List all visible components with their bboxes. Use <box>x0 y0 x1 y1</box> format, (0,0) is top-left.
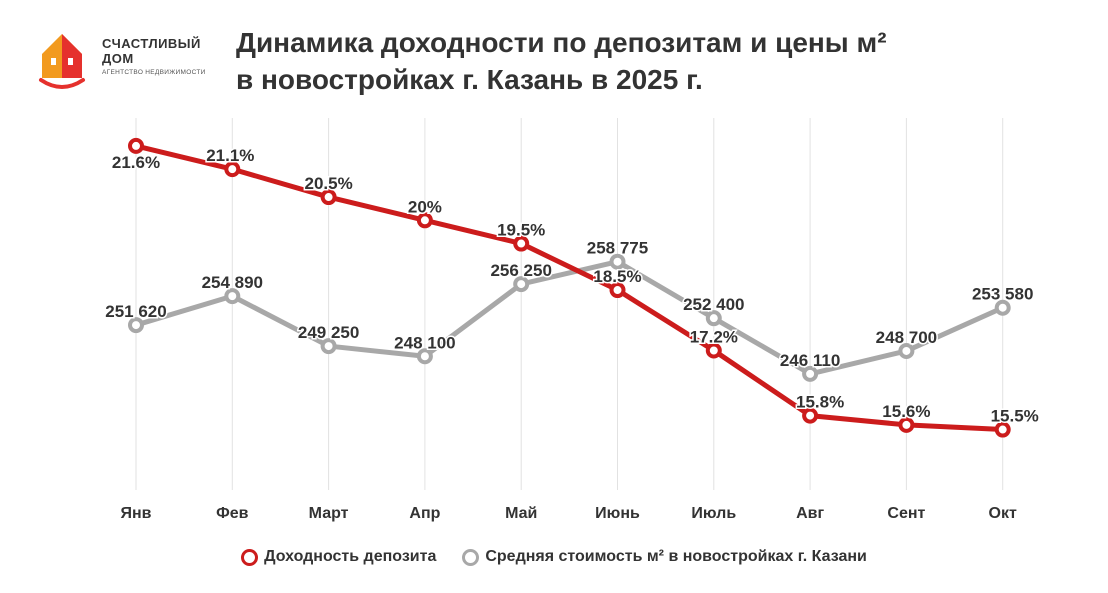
data-label-deposit: 15.5% <box>991 407 1039 426</box>
legend-marker-price <box>462 548 480 566</box>
x-tick-label: Янв <box>121 505 152 522</box>
data-label-price: 252 400 <box>683 295 744 314</box>
data-point-deposit <box>320 189 337 206</box>
logo-tagline: АГЕНТСТВО НЕДВИЖИМОСТИ <box>102 69 206 76</box>
company-logo: СЧАСТЛИВЫЙ ДОМ АГЕНТСТВО НЕДВИЖИМОСТИ <box>38 30 228 94</box>
x-tick-label: Сент <box>887 505 925 522</box>
data-point-price <box>802 365 819 382</box>
data-label-price: 253 580 <box>972 285 1033 304</box>
data-label-deposit: 15.6% <box>882 402 930 421</box>
x-tick-label: Фев <box>216 505 249 522</box>
chart-title: Динамика доходности по депозитам и цены … <box>236 24 996 98</box>
x-tick-label: Апр <box>409 505 440 522</box>
x-tick-label: Июль <box>691 505 736 522</box>
x-tick-label: Окт <box>989 505 1017 522</box>
data-label-price: 254 890 <box>202 273 263 292</box>
legend-label-deposit: Доходность депозита <box>264 548 437 565</box>
x-tick-label: Май <box>505 505 537 522</box>
logo-window-left <box>51 58 56 65</box>
data-label-deposit: 20.5% <box>304 174 352 193</box>
data-label-price: 251 620 <box>105 302 166 321</box>
data-label-price: 258 775 <box>587 239 648 258</box>
data-label-deposit: 18.5% <box>593 267 641 286</box>
legend-item-deposit: Доходность депозита <box>241 548 436 566</box>
data-point-price <box>898 342 915 359</box>
data-label-deposit: 19.5% <box>497 221 545 240</box>
data-point-deposit <box>609 282 626 299</box>
data-point-deposit <box>513 235 530 252</box>
legend-label-price: Средняя стоимость м² в новостройках г. К… <box>485 548 867 565</box>
data-point-price <box>128 317 144 334</box>
data-label-deposit: 21.6% <box>112 153 160 172</box>
data-point-price <box>320 338 337 355</box>
logo-window-right <box>68 58 73 65</box>
data-label-deposit: 15.8% <box>796 393 844 412</box>
x-tick-label: Июнь <box>595 505 640 522</box>
data-point-price <box>513 276 530 293</box>
data-point-deposit <box>994 421 1011 438</box>
data-label-deposit: 20% <box>408 197 442 216</box>
data-point-deposit <box>224 161 241 178</box>
x-tick-label: Март <box>309 505 349 522</box>
house-smile-icon <box>39 34 85 89</box>
data-point-price <box>994 299 1011 316</box>
series-line-price <box>133 259 1006 377</box>
series-line-deposit <box>133 143 1006 433</box>
data-point-price <box>609 253 626 270</box>
chart-legend: Доходность депозита Средняя стоимость м²… <box>0 548 1108 566</box>
legend-item-price: Средняя стоимость м² в новостройках г. К… <box>462 548 867 566</box>
chart-title-line2: в новостройках г. Казань в 2025 г. <box>236 64 703 95</box>
logo-house-red <box>62 34 82 78</box>
data-point-deposit <box>416 212 433 229</box>
data-point-deposit <box>128 137 144 154</box>
data-label-price: 256 250 <box>490 261 551 280</box>
data-label-price: 248 100 <box>394 333 455 352</box>
data-point-price <box>224 288 241 305</box>
data-label-price: 246 110 <box>780 351 841 370</box>
logo-name-line1: СЧАСТЛИВЫЙ <box>102 36 201 51</box>
data-label-price: 249 250 <box>298 323 359 342</box>
x-tick-label: Авг <box>796 505 824 522</box>
logo-smile <box>39 78 85 89</box>
logo-name-line2: ДОМ <box>102 51 134 66</box>
chart-title-line1: Динамика доходности по депозитам и цены … <box>236 27 887 58</box>
data-point-deposit <box>898 416 915 433</box>
legend-marker-deposit <box>241 548 259 566</box>
data-point-price <box>705 310 722 327</box>
data-point-deposit <box>802 407 819 424</box>
data-label-price: 248 700 <box>876 328 937 347</box>
data-point-price <box>416 348 433 365</box>
data-point-deposit <box>705 342 722 359</box>
data-label-deposit: 21.1% <box>206 146 254 165</box>
data-label-deposit: 17.2% <box>690 328 738 347</box>
